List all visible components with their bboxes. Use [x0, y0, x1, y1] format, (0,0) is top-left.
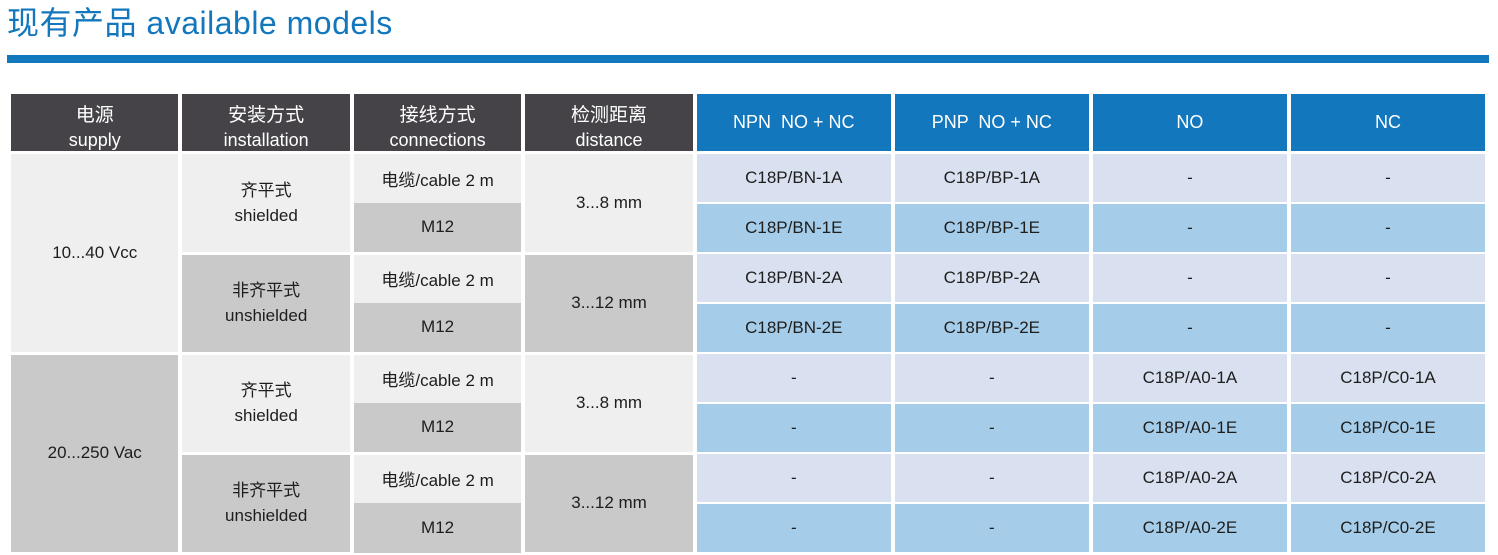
model-cell-no: C18P/A0-1A	[1088, 352, 1291, 404]
table-header: 电源 supply 安装方式 installation 接线方式 connect…	[6, 94, 1490, 154]
connection-cell: M12	[349, 303, 526, 355]
header-row: 电源 supply 安装方式 installation 接线方式 connect…	[6, 94, 1490, 154]
connection-cell: M12	[349, 503, 526, 553]
page-title-zh: 现有产品	[7, 4, 138, 42]
connection-cell: 电缆/cable 2 m	[349, 253, 526, 303]
model-cell-no: -	[1088, 151, 1291, 204]
table-row: 10...40 Vcc 齐平式 shielded 电缆/cable 2 m 3.…	[6, 151, 1490, 355]
header-connections-zh: 接线方式	[399, 105, 476, 126]
header-connections-en: connections	[389, 130, 486, 150]
model-cell-nc: -	[1286, 202, 1490, 254]
header-distance-en: distance	[575, 130, 643, 150]
header-installation: 安装方式 installation	[178, 94, 354, 154]
model-cell-nc: C18P/C0-2E	[1286, 502, 1490, 554]
header-installation-zh: 安装方式	[228, 105, 305, 126]
model-cell-nc: -	[1286, 252, 1490, 304]
model-cell-npn: C18P/BN-1E	[692, 202, 895, 254]
table-row: M12 - - C18P/A0-1E C18P/C0-1E	[9, 402, 1490, 455]
installation-en: unshielded	[225, 306, 308, 325]
table-row: 非齐平式 unshielded 电缆/cable 2 m 3...12 mm -…	[9, 452, 1490, 555]
header-installation-en: installation	[223, 130, 309, 150]
installation-cell: 非齐平式 unshielded	[178, 253, 354, 355]
distance-cell: 3...8 mm	[521, 353, 697, 455]
model-cell-pnp: C18P/BP-2E	[890, 302, 1093, 354]
installation-zh: 非齐平式	[232, 281, 301, 300]
model-cell-no: -	[1088, 302, 1291, 354]
model-cell-pnp: -	[890, 502, 1093, 554]
model-cell-npn: C18P/BN-2E	[692, 302, 895, 354]
model-cell-npn: -	[692, 352, 895, 404]
header-distance-zh: 检测距离	[571, 105, 648, 126]
page-title: 现有产品 available models	[7, 0, 1489, 41]
header-npn-no-nc: NPN NO + NC	[692, 94, 895, 154]
table-row: 20...250 Vac 齐平式 shielded 电缆/cable 2 m 3…	[6, 352, 1490, 555]
model-cell-pnp: -	[890, 452, 1093, 504]
installation-zh: 齐平式	[240, 180, 292, 200]
table-row: 非齐平式 unshielded 电缆/cable 2 m 3...12 mm C…	[9, 252, 1490, 355]
page-title-en: available models	[146, 5, 393, 41]
table-row: M12 C18P/BN-1E C18P/BP-1E - -	[9, 202, 1490, 255]
model-cell-pnp: -	[890, 352, 1093, 404]
model-cell-pnp: C18P/BP-1E	[890, 202, 1093, 254]
distance-cell: 3...8 mm	[521, 152, 697, 255]
model-cell-npn: -	[692, 402, 895, 454]
header-supply-text: 电源 supply	[13, 94, 176, 150]
model-cell-nc: -	[1286, 302, 1490, 354]
installation-en: shielded	[234, 406, 298, 425]
model-cell-npn: C18P/BN-1A	[692, 151, 895, 204]
header-connections-text: 接线方式 connections	[356, 94, 519, 150]
installation-en: shielded	[234, 205, 298, 225]
header-distance: 检测距离 distance	[521, 94, 697, 154]
available-models-table: 电源 supply 安装方式 installation 接线方式 connect…	[6, 94, 1490, 555]
model-cell-no: C18P/A0-2E	[1088, 502, 1291, 554]
header-supply-en: supply	[68, 130, 121, 150]
connection-cell: 电缆/cable 2 m	[349, 353, 526, 403]
installation-cell: 非齐平式 unshielded	[178, 453, 354, 555]
model-cell-npn: -	[692, 452, 895, 504]
model-cell-nc: C18P/C0-2A	[1286, 452, 1490, 504]
model-cell-no: -	[1088, 202, 1291, 254]
installation-cell: 齐平式 shielded	[178, 152, 354, 255]
header-distance-text: 检测距离 distance	[527, 94, 690, 150]
header-no: NO	[1088, 94, 1291, 154]
connection-cell: M12	[349, 403, 526, 455]
table-row: M12 - - C18P/A0-2E C18P/C0-2E	[9, 502, 1490, 554]
header-supply: 电源 supply	[6, 94, 183, 154]
model-cell-no: -	[1088, 252, 1291, 304]
installation-en: unshielded	[225, 506, 308, 525]
model-cell-no: C18P/A0-2A	[1088, 452, 1291, 504]
connection-cell: M12	[349, 203, 526, 255]
title-divider	[7, 55, 1489, 63]
table-row: M12 C18P/BN-2E C18P/BP-2E - -	[9, 302, 1490, 355]
model-cell-pnp: -	[890, 402, 1093, 454]
header-pnp-no-nc: PNP NO + NC	[890, 94, 1093, 154]
header-installation-text: 安装方式 installation	[184, 94, 347, 150]
table-body: 10...40 Vcc 齐平式 shielded 电缆/cable 2 m 3.…	[6, 151, 1490, 555]
model-cell-npn: C18P/BN-2A	[692, 252, 895, 304]
model-cell-nc: C18P/C0-1A	[1286, 352, 1490, 404]
model-cell-pnp: C18P/BP-2A	[890, 252, 1093, 304]
distance-cell: 3...12 mm	[521, 253, 697, 355]
model-cell-nc: -	[1286, 151, 1490, 204]
installation-zh: 齐平式	[240, 381, 292, 400]
distance-cell: 3...12 mm	[521, 453, 697, 555]
model-cell-pnp: C18P/BP-1A	[890, 151, 1093, 204]
header-connections: 接线方式 connections	[349, 94, 526, 154]
installation-zh: 非齐平式	[232, 481, 301, 500]
model-cell-nc: C18P/C0-1E	[1286, 402, 1490, 454]
header-supply-zh: 电源	[75, 105, 114, 126]
model-cell-npn: -	[692, 502, 895, 554]
header-nc: NC	[1286, 94, 1490, 154]
connection-cell: 电缆/cable 2 m	[349, 152, 526, 203]
installation-cell: 齐平式 shielded	[178, 353, 354, 455]
supply-cell: 20...250 Vac	[6, 353, 183, 555]
connection-cell: 电缆/cable 2 m	[349, 453, 526, 503]
model-cell-no: C18P/A0-1E	[1088, 402, 1291, 454]
supply-cell: 10...40 Vcc	[6, 152, 183, 355]
